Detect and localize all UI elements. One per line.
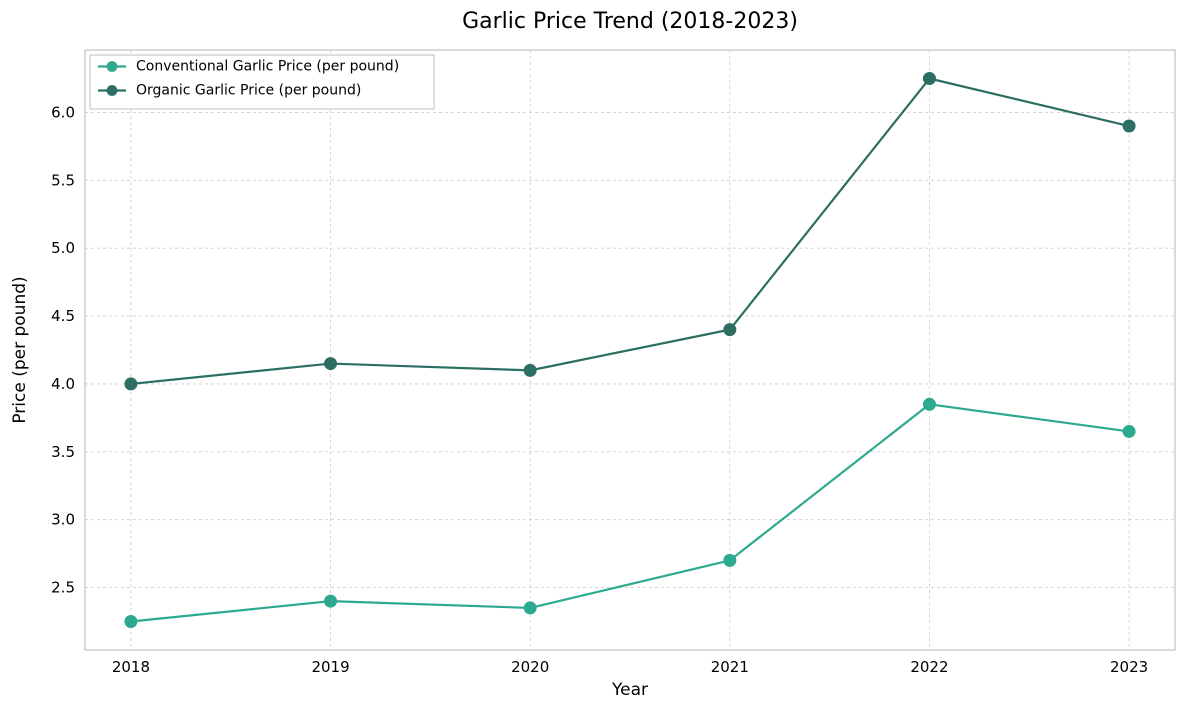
series-marker bbox=[325, 595, 337, 607]
y-tick-label: 6.0 bbox=[51, 103, 75, 121]
y-tick-label: 5.0 bbox=[51, 239, 75, 257]
y-tick-label: 5.5 bbox=[51, 171, 75, 189]
x-tick-label: 2018 bbox=[112, 658, 150, 676]
y-tick-label: 2.5 bbox=[51, 579, 75, 597]
line-chart-svg: 2018 2019 2020 2021 2022 2023 2.5 3.0 3.5 4.0 4.5 5… bbox=[0, 0, 1200, 715]
x-tick-label: 2020 bbox=[511, 658, 549, 676]
y-tick-label: 3.0 bbox=[51, 511, 75, 529]
x-tick-label: 2019 bbox=[311, 658, 349, 676]
y-tick-label: 4.5 bbox=[51, 307, 75, 325]
legend-label: Conventional Garlic Price (per pound) bbox=[136, 59, 399, 75]
x-tick-label: 2021 bbox=[711, 658, 749, 676]
chart-title: Garlic Price Trend (2018-2023) bbox=[462, 9, 798, 34]
series-marker bbox=[524, 602, 536, 614]
legend: Conventional Garlic Price (per pound) Org… bbox=[90, 55, 434, 109]
series-marker bbox=[724, 554, 736, 566]
x-tick-label: 2022 bbox=[910, 658, 948, 676]
x-tick-label: 2023 bbox=[1110, 658, 1148, 676]
chart-container: 2018 2019 2020 2021 2022 2023 2.5 3.0 3.5 4.0 4.5 5… bbox=[0, 0, 1200, 715]
y-tick-label: 4.0 bbox=[51, 375, 75, 393]
series-marker bbox=[923, 73, 935, 85]
series-marker bbox=[1123, 120, 1135, 132]
series-marker bbox=[1123, 425, 1135, 437]
x-axis-label: Year bbox=[611, 680, 648, 700]
legend-label: Organic Garlic Price (per pound) bbox=[136, 83, 361, 99]
series-marker bbox=[125, 615, 137, 627]
y-tick-label: 3.5 bbox=[51, 443, 75, 461]
legend-swatch-marker bbox=[107, 61, 118, 72]
y-axis-label: Price (per pound) bbox=[10, 276, 30, 423]
series-marker bbox=[125, 378, 137, 390]
series-marker bbox=[724, 324, 736, 336]
legend-swatch-marker bbox=[107, 85, 118, 96]
series-marker bbox=[524, 364, 536, 376]
series-marker bbox=[923, 398, 935, 410]
series-marker bbox=[325, 358, 337, 370]
